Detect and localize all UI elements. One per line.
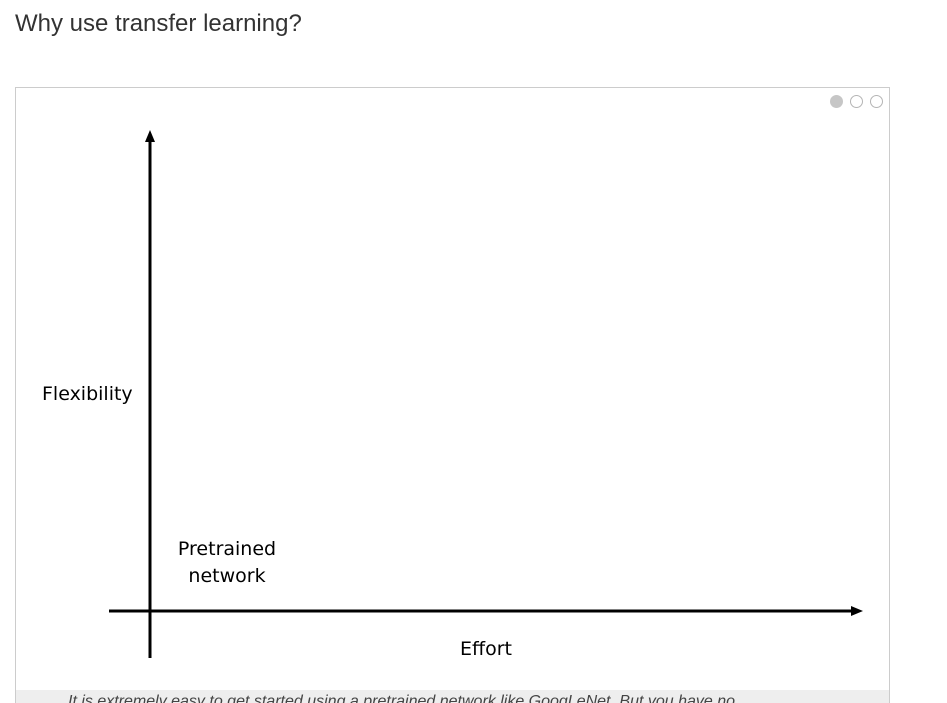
- x-axis-arrowhead: [851, 606, 863, 616]
- carousel-dot-2[interactable]: [850, 95, 863, 108]
- caption-bar: It is extremely easy to get started usin…: [15, 690, 890, 703]
- carousel-dot-1[interactable]: [830, 95, 843, 108]
- slide-frame: Flexibility Effort Pretrained network: [15, 87, 890, 703]
- x-axis-label: Effort: [460, 638, 512, 660]
- pretrained-network-label-line1: Pretrained: [177, 538, 277, 560]
- y-axis-label: Flexibility: [42, 383, 133, 405]
- y-axis-arrowhead: [145, 130, 155, 142]
- page-title: Why use transfer learning?: [15, 10, 302, 37]
- carousel-dots: [830, 95, 883, 108]
- pretrained-network-label: Pretrained network: [171, 536, 283, 590]
- caption-text: It is extremely easy to get started usin…: [68, 693, 736, 703]
- pretrained-network-label-line2: network: [188, 565, 266, 587]
- diagram-axes: [109, 130, 863, 658]
- carousel-dot-3[interactable]: [870, 95, 883, 108]
